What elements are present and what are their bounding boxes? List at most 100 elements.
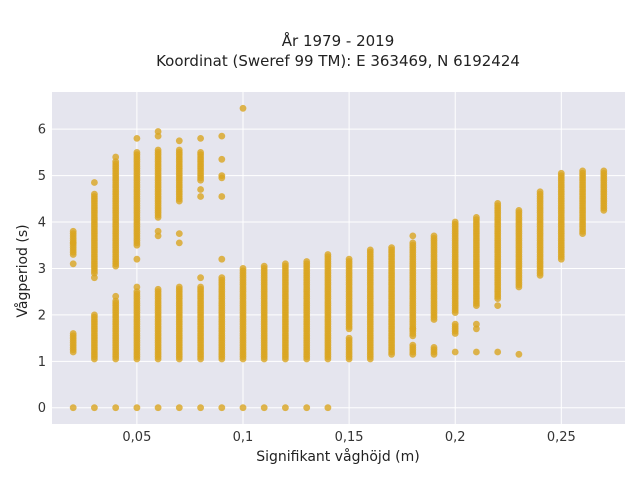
data-point: [409, 341, 417, 349]
y-tick-label: 4: [38, 216, 46, 231]
data-point: [112, 292, 120, 300]
data-point: [218, 155, 226, 163]
data-point: [133, 404, 141, 412]
data-point: [197, 283, 205, 291]
data-point: [366, 246, 374, 254]
data-point: [430, 232, 438, 240]
x-tick-label: 0,05: [122, 430, 151, 445]
tick-labels: 0,05 0,1 0,15 0,2 0,25 0 1 2 3 4 5 6: [38, 123, 576, 445]
data-point: [260, 404, 268, 412]
x-axis-title: Signifikant våghöjd (m): [256, 448, 419, 465]
data-point: [133, 255, 141, 263]
data-point: [218, 404, 226, 412]
data-point: [557, 169, 565, 177]
data-point: [175, 239, 183, 247]
data-point: [197, 404, 205, 412]
data-point: [197, 135, 205, 142]
data-point: [239, 404, 247, 412]
data-point: [515, 207, 523, 214]
data-point: [218, 274, 226, 282]
data-point: [282, 260, 289, 268]
data-point: [345, 334, 353, 342]
chart-title-line1: År 1979 - 2019: [282, 31, 395, 50]
y-tick-label: 6: [38, 123, 46, 138]
data-point: [451, 320, 459, 328]
x-tick-label: 0,1: [233, 430, 254, 445]
y-axis-title: Vågperiod (s): [14, 224, 31, 317]
data-point: [112, 153, 120, 161]
data-point: [515, 350, 523, 358]
data-point: [218, 132, 226, 140]
data-point: [536, 188, 544, 196]
data-point: [197, 193, 205, 200]
data-point: [133, 283, 141, 291]
data-point: [175, 283, 183, 291]
y-tick-label: 2: [38, 308, 46, 323]
data-point: [112, 404, 120, 412]
data-point: [345, 255, 353, 263]
data-point: [324, 251, 332, 258]
data-point: [175, 404, 183, 412]
data-point: [91, 274, 98, 282]
data-point: [154, 404, 162, 412]
data-point: [409, 239, 417, 247]
data-point: [112, 297, 120, 305]
data-point: [175, 230, 183, 238]
data-point: [69, 239, 77, 247]
data-point: [175, 137, 183, 145]
data-point: [154, 128, 162, 135]
data-point: [494, 200, 502, 207]
x-tick-label: 0,25: [547, 430, 576, 445]
data-point: [154, 285, 162, 293]
data-point: [430, 344, 438, 351]
data-point: [388, 244, 395, 252]
data-point: [239, 265, 247, 272]
data-point: [218, 193, 226, 200]
data-point: [218, 255, 226, 263]
data-point: [91, 404, 98, 412]
data-point: [409, 325, 417, 333]
data-point: [451, 348, 459, 356]
data-point: [260, 262, 268, 270]
data-point: [154, 227, 162, 235]
data-point: [197, 149, 205, 156]
data-point: [239, 104, 247, 112]
data-point: [197, 274, 205, 282]
data-point: [473, 348, 480, 356]
data-point: [473, 214, 480, 221]
data-point: [409, 232, 417, 240]
data-point: [91, 190, 98, 198]
y-tick-label: 5: [38, 169, 46, 184]
y-tick-label: 1: [38, 355, 46, 370]
data-point: [473, 320, 480, 328]
data-point: [197, 186, 205, 193]
data-point: [175, 146, 183, 154]
data-point: [282, 404, 289, 412]
y-tick-label: 0: [38, 401, 46, 416]
data-point: [69, 330, 77, 337]
data-points: [69, 104, 608, 412]
data-point: [69, 404, 77, 412]
data-point: [324, 404, 332, 412]
x-tick-label: 0,15: [335, 430, 364, 445]
plot-area: [52, 92, 625, 424]
data-point: [154, 146, 162, 154]
data-point: [218, 172, 226, 180]
data-point: [303, 258, 311, 265]
chart-title-line2: Koordinat (Sweref 99 TM): E 363469, N 61…: [156, 52, 520, 70]
y-tick-label: 3: [38, 262, 46, 277]
data-point: [91, 311, 98, 319]
data-point: [133, 288, 141, 296]
data-point: [600, 167, 608, 175]
data-point: [579, 167, 586, 175]
x-tick-label: 0,2: [445, 430, 466, 445]
data-point: [494, 348, 502, 356]
data-point: [133, 135, 141, 142]
data-point: [69, 227, 77, 235]
data-point: [133, 149, 141, 156]
data-point: [112, 158, 120, 166]
data-point: [91, 179, 98, 186]
data-point: [494, 302, 502, 309]
data-point: [69, 260, 77, 268]
